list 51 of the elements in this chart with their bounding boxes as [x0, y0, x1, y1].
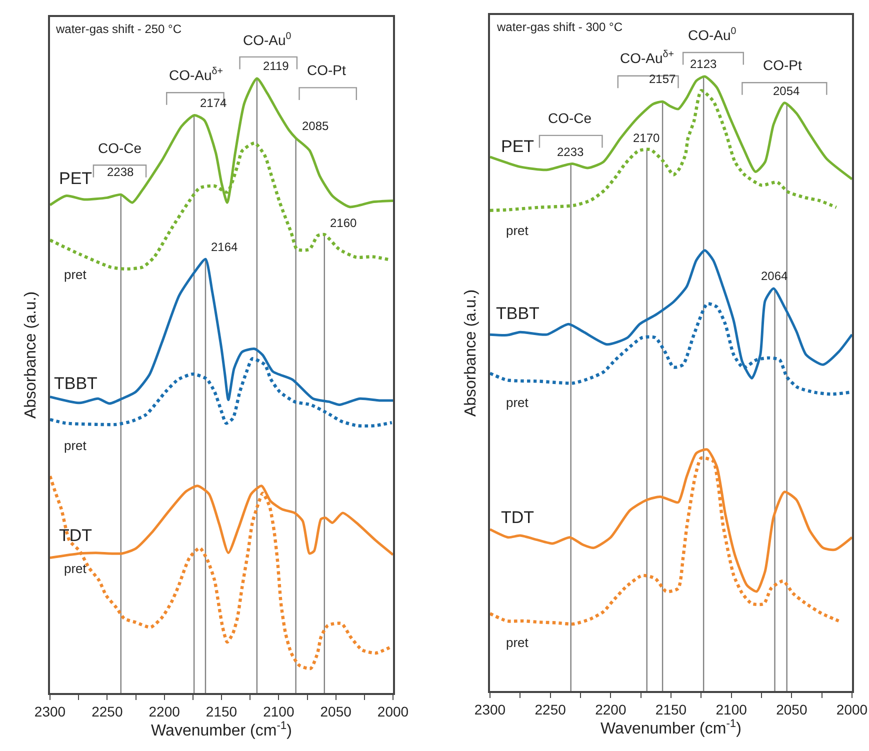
series-label: PET [59, 169, 92, 188]
x-axis-title: Wavenumber (cm$^{-1}$) [600, 718, 742, 738]
x-tick-label: 2100 [263, 704, 294, 720]
y-axis-title: Absorbance (a.u.) [22, 291, 40, 419]
series-label: PET [501, 137, 534, 156]
series-label: TBBT [54, 374, 98, 393]
annotation: CO-Ce [98, 140, 142, 156]
x-tick-label: 2150 [206, 704, 238, 720]
x-tick-label: 2250 [534, 702, 566, 718]
text: CO-Au$^{δ+}$ [620, 49, 674, 66]
annotation: 2054 [773, 84, 800, 98]
annotation: 2119 [263, 59, 290, 73]
annotation: 2157 [649, 72, 676, 86]
series-label: pret [64, 267, 87, 282]
series-label: pret [64, 438, 87, 453]
annotation: CO-Au$^{δ+}$ [169, 66, 224, 83]
x-tick-label: 2200 [595, 702, 626, 718]
series-label: pret [506, 635, 529, 650]
x-tick-label: 2150 [655, 702, 687, 718]
chart-title: water-gas shift - 300 °C [496, 20, 623, 34]
chart-title: water-gas shift - 250 °C [55, 22, 182, 36]
series-label: pret [506, 395, 529, 410]
series-label: pret [64, 561, 87, 576]
text: CO-Au$^{0}$ [688, 26, 737, 43]
annotation: 2085 [302, 119, 330, 133]
text: CO-Pt [307, 62, 346, 78]
text: CO-Pt [763, 57, 802, 73]
x-tick-label: 2000 [836, 702, 868, 718]
annotation: 2233 [557, 145, 584, 159]
annotation: 2160 [330, 216, 358, 230]
annotation: 2238 [107, 165, 134, 179]
x-tick-label: 2100 [716, 702, 748, 718]
series-label: TDT [501, 508, 534, 527]
x-tick-label: 2050 [776, 702, 808, 718]
x-tick-label: 2200 [148, 704, 180, 720]
series-label: TBBT [496, 304, 540, 323]
y-axis-title: Absorbance (a.u.) [462, 289, 480, 417]
annotation: 2174 [200, 96, 228, 110]
annotation: 2123 [690, 57, 718, 71]
x-tick-label: 2250 [92, 704, 123, 720]
text: CO-Au$^{0}$ [243, 31, 292, 48]
annotation: 2164 [211, 240, 238, 254]
annotation: CO-Ce [548, 110, 592, 126]
series-label: TDT [59, 526, 92, 545]
x-tick-label: 2000 [377, 704, 409, 720]
series-label: pret [506, 223, 529, 238]
x-tick-label: 2300 [474, 702, 506, 718]
x-tick-label: 2050 [320, 704, 352, 720]
x-axis-title: Wavenumber (cm$^{-1}$) [151, 720, 292, 740]
x-tick-label: 2300 [34, 704, 66, 720]
annotation: 2170 [633, 131, 660, 145]
